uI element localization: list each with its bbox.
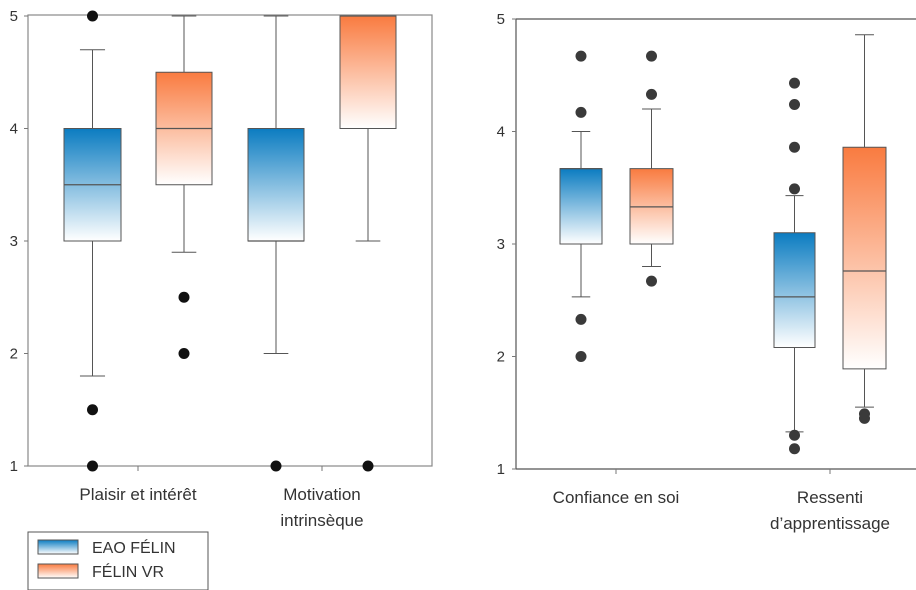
outlier-point [87,460,98,472]
outlier-point [789,183,800,195]
category-label: d’apprentissage [770,514,890,533]
chart-panel-1: 1 2 3 4 5 Plaisir et intérêt Motivation intrins… [10,8,433,530]
outlier-point [87,404,98,416]
y-tick-label: 3 [10,233,18,250]
outlier-point [646,50,657,62]
outlier-point [575,50,587,62]
box-body [247,128,305,242]
box-body [773,232,816,348]
category-label: Ressenti [797,488,863,507]
y-tick-label: 4 [497,124,505,141]
outlier-point [87,10,98,22]
legend-label: FÉLIN VR [92,562,164,581]
outlier-point [789,443,800,455]
category-label: intrinsèque [280,511,363,530]
box-felin-vr-2 [339,15,397,472]
category-label: Plaisir et intérêt [79,485,196,504]
category-label: Motivation [283,485,360,504]
outlier-point [859,412,870,424]
y-tick-label: 5 [10,8,18,25]
box-body [339,15,397,129]
y-tick-label: 2 [10,346,18,363]
outlier-point [178,348,190,359]
box-body [842,146,887,370]
box-felin-vr-1 [155,15,213,359]
legend: EAO FÉLIN FÉLIN VR [27,531,209,590]
legend-swatch [37,563,79,579]
box-eao-felin-1 [63,10,122,472]
outlier-point [178,291,190,303]
outlier-point [575,106,587,118]
outlier-point [789,77,800,89]
y-tick-label: 4 [10,121,18,138]
y-tick-label: 1 [10,458,18,475]
outlier-point [270,460,282,472]
category-label: Confiance en soi [553,488,680,507]
legend-label: EAO FÉLIN [92,538,176,557]
outlier-point [362,460,374,472]
outlier-point [575,313,587,325]
box-eao-felin-2 [247,15,305,472]
outlier-point [646,275,657,287]
y-tick-label: 1 [497,461,505,478]
outlier-point [789,141,800,153]
y-tick-label: 3 [497,236,505,253]
box-felin-vr-2 [842,34,887,424]
y-tick-label: 2 [497,349,505,366]
box-eao-felin-2 [773,77,816,455]
outlier-point [646,88,657,100]
outlier-point [789,99,800,110]
box-felin-vr-1 [629,50,674,287]
y-tick-label: 5 [497,11,505,28]
legend-swatch [37,539,79,555]
box-eao-felin-1 [559,50,603,362]
outlier-point [789,429,800,441]
chart-panel-2: 1 2 3 4 5 Confiance en soi Ressenti d’apprentis… [497,11,916,533]
box-body [559,168,603,245]
outlier-point [575,351,587,362]
